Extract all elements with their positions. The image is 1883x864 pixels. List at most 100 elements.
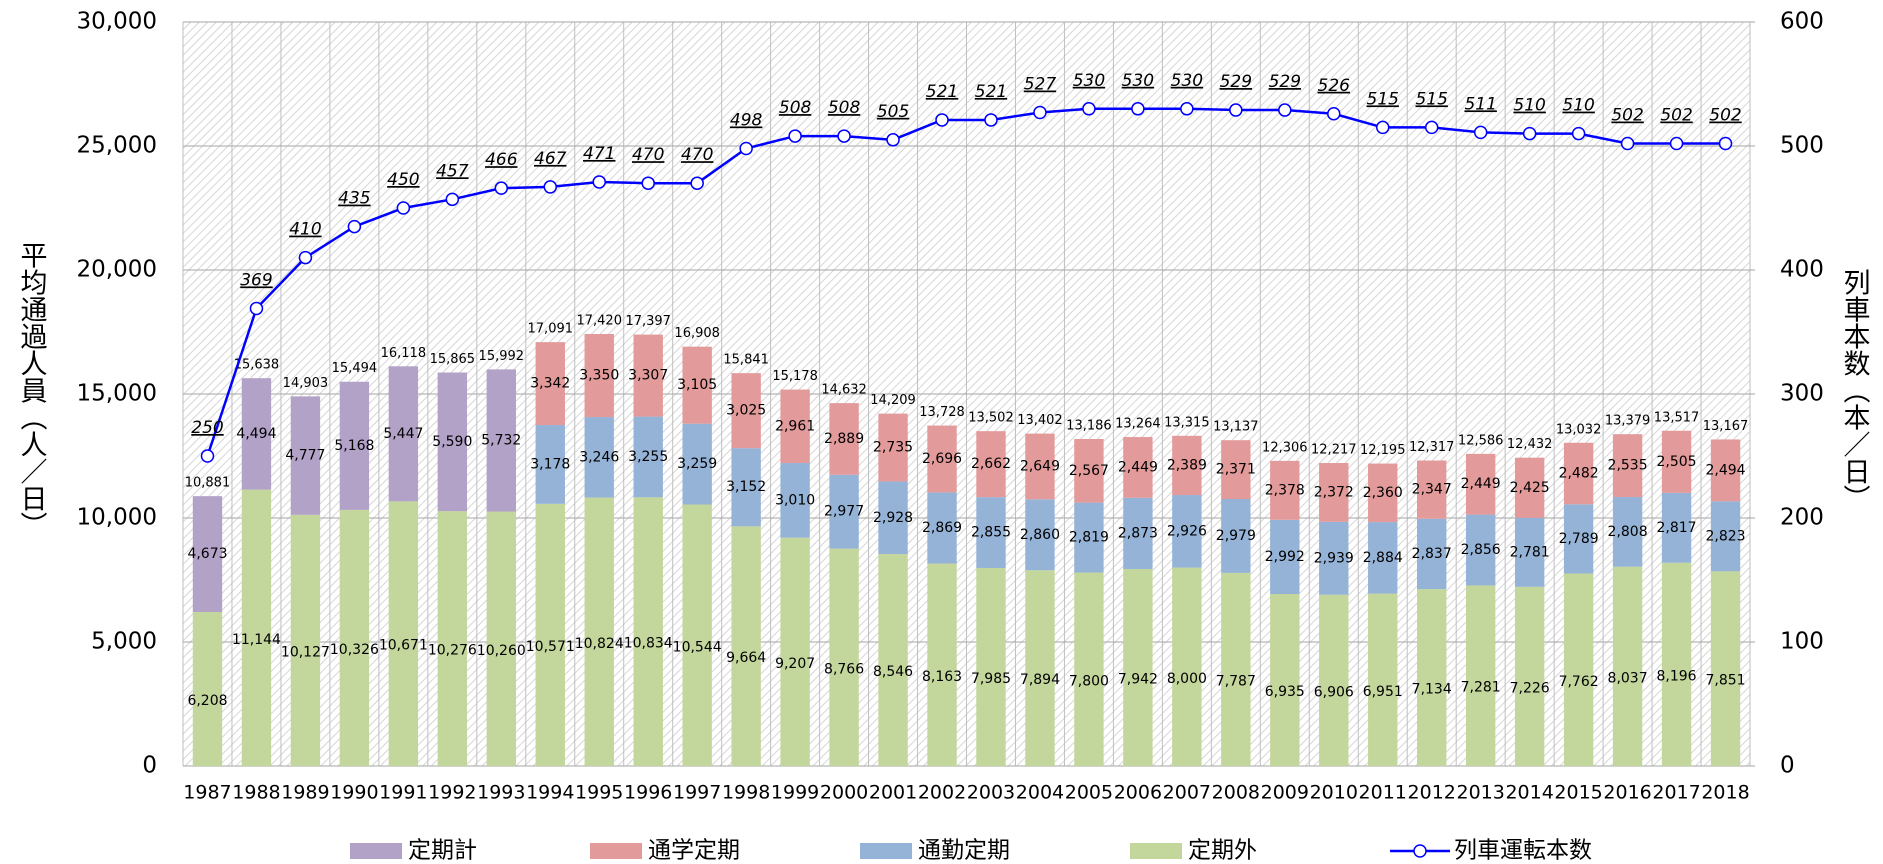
x-tick-label: 1997 (673, 782, 721, 804)
line-marker (1522, 126, 1537, 141)
legend-label: 通学定期 (648, 838, 740, 864)
x-tick-label: 2016 (1603, 782, 1651, 804)
line-value-label: 471 (583, 144, 615, 164)
line-marker (298, 250, 313, 265)
line-marker (592, 175, 606, 189)
line-value-label: 530 (1171, 71, 1203, 91)
value-label: 2,992 (1265, 549, 1305, 565)
value-label: 2,781 (1510, 544, 1550, 560)
value-label: 2,735 (873, 440, 913, 456)
value-label: 3,342 (530, 376, 570, 392)
legend-label: 通勤定期 (918, 838, 1010, 864)
value-label: 7,851 (1705, 673, 1745, 689)
value-label: 10,671 (379, 638, 428, 654)
value-label: 6,208 (187, 693, 227, 709)
legend-swatch (1413, 844, 1427, 858)
x-tick-label: 2009 (1261, 782, 1309, 804)
value-label: 7,226 (1510, 680, 1550, 696)
legend-swatch (350, 843, 402, 859)
value-label: 4,494 (236, 426, 276, 442)
y-tick-label: 20,000 (77, 257, 157, 283)
x-tick-label: 1990 (330, 782, 378, 804)
bar-segment (633, 334, 663, 417)
bar-segment (1123, 437, 1153, 498)
y-tick-label: 30,000 (77, 9, 157, 35)
bar-segment (780, 537, 810, 766)
bar-segment (878, 481, 908, 555)
line-value-label: 526 (1318, 76, 1351, 96)
value-label: 7,894 (1020, 672, 1060, 688)
x-tick-label: 2008 (1212, 782, 1260, 804)
line-marker (1033, 105, 1047, 120)
bar-segment (976, 497, 1006, 568)
y2-tick-label: 200 (1780, 505, 1824, 531)
x-tick-label: 1996 (624, 782, 672, 804)
bar-segment (1319, 521, 1349, 595)
bar-segment (1074, 502, 1104, 573)
y-tick-label: 0 (142, 753, 157, 779)
legend-label: 定期外 (1188, 838, 1257, 864)
x-tick-label: 2011 (1359, 782, 1407, 804)
legend-swatch (860, 843, 912, 859)
value-label: 3,105 (677, 377, 717, 393)
x-tick-label: 2014 (1505, 782, 1553, 804)
line-value-label: 450 (387, 170, 419, 190)
value-label: 7,762 (1559, 674, 1599, 690)
bar-segment (290, 396, 321, 515)
bar-segment (1270, 594, 1300, 766)
value-label: 2,649 (1020, 458, 1060, 474)
bar-segment (437, 511, 468, 766)
line-value-label: 530 (1122, 71, 1154, 91)
bar-segment (1612, 497, 1643, 567)
value-label: 2,979 (1216, 528, 1256, 544)
bar-segment (535, 425, 565, 504)
line-value-label: 521 (975, 82, 1007, 102)
value-label: 2,855 (971, 525, 1011, 541)
line-value-label: 467 (534, 149, 567, 169)
bar-segment (1465, 585, 1496, 766)
line-marker (1278, 103, 1292, 117)
y2-axis-title: 列車本数（本／日） (1839, 268, 1871, 511)
total-label: 15,494 (332, 361, 378, 376)
bar-segment (1514, 457, 1545, 518)
value-label: 7,281 (1461, 680, 1501, 696)
value-label: 5,168 (334, 438, 374, 454)
line-marker (1375, 120, 1390, 135)
bar-segment (1368, 593, 1398, 766)
total-label: 13,517 (1654, 410, 1700, 425)
line-value-label: 457 (436, 161, 469, 181)
x-tick-label: 2002 (918, 782, 966, 804)
line-value-label: 505 (877, 102, 909, 122)
bar-segment (1172, 567, 1202, 766)
bar-segment (1074, 438, 1104, 503)
value-label: 8,163 (922, 669, 962, 685)
legend-swatch (590, 843, 642, 859)
total-label: 15,178 (772, 369, 818, 384)
total-label: 15,992 (479, 349, 525, 364)
bar-segment (1025, 433, 1055, 500)
value-label: 3,152 (726, 479, 766, 495)
bar-segment (486, 369, 516, 512)
value-label: 2,347 (1412, 482, 1452, 498)
value-label: 2,371 (1216, 462, 1256, 478)
total-label: 13,032 (1556, 422, 1602, 437)
bar-segment (780, 389, 810, 464)
x-tick-label: 1991 (379, 782, 427, 804)
bar-segment (192, 612, 223, 766)
line-value-label: 510 (1562, 96, 1594, 116)
bar-segment (1270, 519, 1300, 595)
value-label: 2,567 (1069, 463, 1109, 479)
total-label: 13,402 (1017, 413, 1063, 428)
bar-segment (1661, 562, 1692, 766)
line-marker (1229, 103, 1243, 117)
line-marker (739, 141, 753, 156)
value-label: 6,906 (1314, 684, 1354, 700)
line-marker (494, 181, 509, 195)
bar-segment (388, 366, 419, 502)
value-label: 2,425 (1510, 480, 1550, 496)
line-value-label: 369 (240, 270, 272, 290)
total-label: 13,167 (1703, 419, 1749, 434)
line-marker (1180, 102, 1194, 116)
line-marker (641, 176, 655, 190)
bar-segment (682, 346, 712, 424)
